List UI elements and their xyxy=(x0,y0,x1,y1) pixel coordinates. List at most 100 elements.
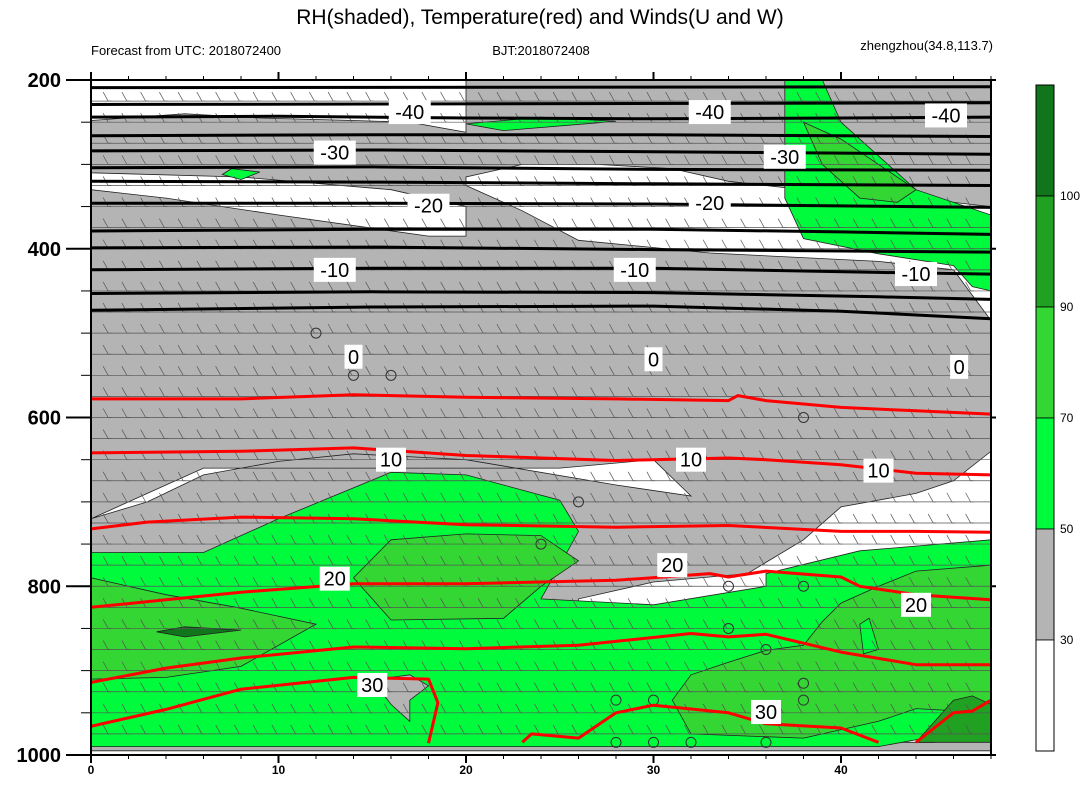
wind-barb-flag xyxy=(271,619,278,629)
wind-barb-flag xyxy=(121,619,128,629)
wind-barb-flag xyxy=(140,640,146,650)
wind-barb-flag xyxy=(796,450,803,460)
wind-barb-flag xyxy=(871,302,878,313)
wind-barb-flag xyxy=(590,155,596,165)
wind-barb-flag xyxy=(927,197,934,207)
wind-barb-flag xyxy=(951,80,952,81)
wind-barb-flag xyxy=(215,703,221,713)
wind-barb-flag xyxy=(890,703,896,713)
wind-barb-flag xyxy=(646,661,653,671)
wind-barb-flag xyxy=(482,80,484,81)
isotherm-label: -10 xyxy=(620,260,649,282)
wind-barb-flag xyxy=(215,281,221,292)
wind-barb-flag xyxy=(815,218,821,228)
wind-barb-flag xyxy=(890,345,896,355)
wind-barb-flag xyxy=(84,725,89,734)
wind-barb-flag xyxy=(684,323,690,334)
wind-barb-flag xyxy=(215,408,221,418)
wind-barb-flag xyxy=(609,471,615,481)
wind-barb-flag xyxy=(496,345,503,355)
wind-barb-flag xyxy=(140,345,146,355)
wind-barb-flag xyxy=(196,91,203,102)
wind-barb-flag xyxy=(965,218,971,228)
wind-barb-flag xyxy=(327,703,334,713)
x-tick-label: 20 xyxy=(459,763,473,777)
wind-barb-flag xyxy=(609,492,615,503)
wind-barb-flag xyxy=(646,598,653,608)
wind-barb-flag xyxy=(740,661,746,671)
wind-barb-flag xyxy=(759,408,765,418)
wind-barb-flag xyxy=(365,450,371,460)
wind-barb-flag xyxy=(590,661,596,671)
wind-barb-flag xyxy=(834,366,840,376)
wind-barb-flag xyxy=(609,155,615,165)
wind-barb-flag xyxy=(627,387,634,397)
wind-barb-flag xyxy=(402,408,409,418)
wind-barb-flag xyxy=(515,366,521,376)
wind-barb-flag xyxy=(384,703,390,713)
wind-barb-flag xyxy=(552,534,559,545)
wind-barb-flag xyxy=(834,471,840,481)
wind-barb-flag xyxy=(365,281,371,292)
wind-barb-flag xyxy=(477,218,484,228)
wind-barb-flag xyxy=(234,577,240,587)
wind-barb-flag xyxy=(140,555,146,566)
wind-barb-flag xyxy=(871,387,878,397)
wind-barb-flag xyxy=(777,345,784,355)
wind-barb-flag xyxy=(721,155,728,165)
wind-barb-flag xyxy=(102,619,109,629)
wind-barb-flag xyxy=(609,345,615,355)
wind-barb-flag xyxy=(159,323,165,334)
wind-barb-flag xyxy=(309,703,315,713)
wind-barb-flag xyxy=(646,218,653,228)
wind-barb-flag xyxy=(796,260,803,271)
wind-barb-flag xyxy=(646,682,653,692)
wind-barb-flag xyxy=(740,619,746,629)
wind-barb-flag xyxy=(121,682,128,692)
wind-barb-flag xyxy=(815,619,821,629)
wind-barb-flag xyxy=(702,534,709,545)
wind-barb-flag xyxy=(234,155,240,165)
wind-barb-flag xyxy=(402,555,409,566)
wind-barb-flag xyxy=(834,429,840,439)
wind-barb-flag xyxy=(796,345,803,355)
wind-barb-flag xyxy=(890,91,896,102)
wind-barb-flag xyxy=(759,155,765,165)
wind-barb-flag xyxy=(177,577,184,587)
wind-barb-flag xyxy=(346,281,353,292)
wind-barb-flag xyxy=(909,218,915,228)
wind-barb-flag xyxy=(932,80,934,81)
wind-barb-flag xyxy=(665,661,671,671)
wind-barb-flag xyxy=(327,661,334,671)
wind-barb-flag xyxy=(702,471,709,481)
wind-barb-flag xyxy=(234,724,240,735)
wind-barb-flag xyxy=(871,619,878,629)
wind-barb-flag xyxy=(515,345,521,355)
wind-barb-flag xyxy=(684,640,690,650)
isotherm-0 xyxy=(91,304,991,321)
wind-barb-flag xyxy=(234,91,240,102)
calm-wind-marker xyxy=(573,496,584,508)
wind-barb-flag xyxy=(834,281,840,292)
wind-barb-flag xyxy=(777,471,784,481)
wind-barb-flag xyxy=(871,661,878,671)
wind-barb-flag xyxy=(421,281,428,292)
wind-barb-flag xyxy=(721,345,728,355)
wind-barb-flag xyxy=(927,577,934,587)
wind-barb-flag xyxy=(552,408,559,418)
wind-barb-flag xyxy=(646,281,653,292)
wind-barb-flag xyxy=(965,619,971,629)
wind-barb-flag xyxy=(721,577,728,587)
wind-barb-flag xyxy=(252,724,259,735)
wind-barb-flag xyxy=(384,408,390,418)
wind-barb-flag xyxy=(646,724,653,735)
wind-barb-flag xyxy=(834,513,840,524)
colorbar-label: 50 xyxy=(1060,522,1074,536)
wind-barb-flag xyxy=(159,640,165,650)
wind-barb-flag xyxy=(459,471,465,481)
wind-barb-flag xyxy=(309,492,315,503)
wind-barb-flag xyxy=(632,80,634,81)
wind-barb-flag xyxy=(740,91,746,102)
wind-barb-flag xyxy=(571,619,578,629)
wind-barb-flag xyxy=(627,640,634,650)
